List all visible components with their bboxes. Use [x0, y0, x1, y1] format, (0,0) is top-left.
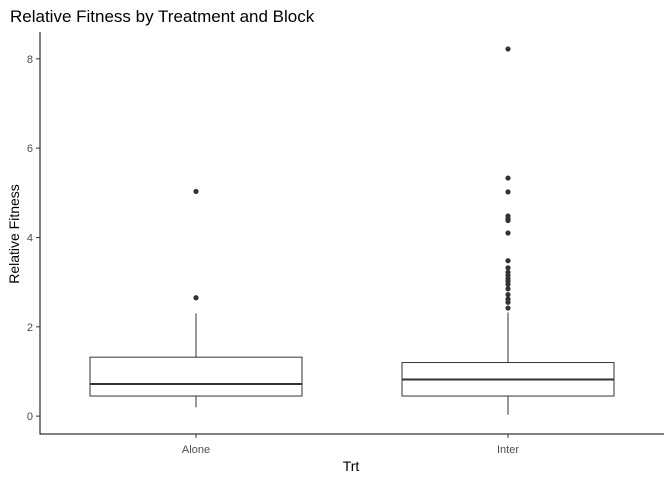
outlier-point: [505, 286, 511, 292]
y-tick-label: 4: [27, 232, 33, 244]
y-tick-label: 2: [27, 322, 33, 334]
outlier-point: [505, 189, 511, 195]
outlier-point: [505, 230, 511, 236]
y-tick-label: 8: [27, 54, 33, 66]
y-tick-label: 0: [27, 411, 33, 423]
outlier-point: [193, 188, 199, 195]
outlier-point: [505, 305, 511, 311]
outlier-point: [193, 295, 199, 301]
outlier-point: [505, 46, 511, 52]
outlier-point: [505, 175, 511, 181]
y-tick-label: 6: [27, 143, 33, 155]
outlier-point: [505, 292, 511, 298]
x-axis-title: Trt: [343, 458, 360, 474]
plot-area: 0 2 4 6 8 Alone Inter: [27, 32, 664, 456]
y-axis-title: Relative Fitness: [6, 184, 22, 284]
outlier-point: [505, 258, 511, 264]
x-tick-label: Alone: [182, 444, 210, 456]
outlier-point: [505, 213, 511, 219]
outlier-point: [505, 265, 511, 271]
outlier-point: [505, 296, 511, 302]
box: [89, 356, 303, 397]
chart-title: Relative Fitness by Treatment and Block: [10, 7, 315, 26]
x-tick-label: Inter: [497, 444, 519, 456]
outlier-point: [505, 269, 511, 275]
